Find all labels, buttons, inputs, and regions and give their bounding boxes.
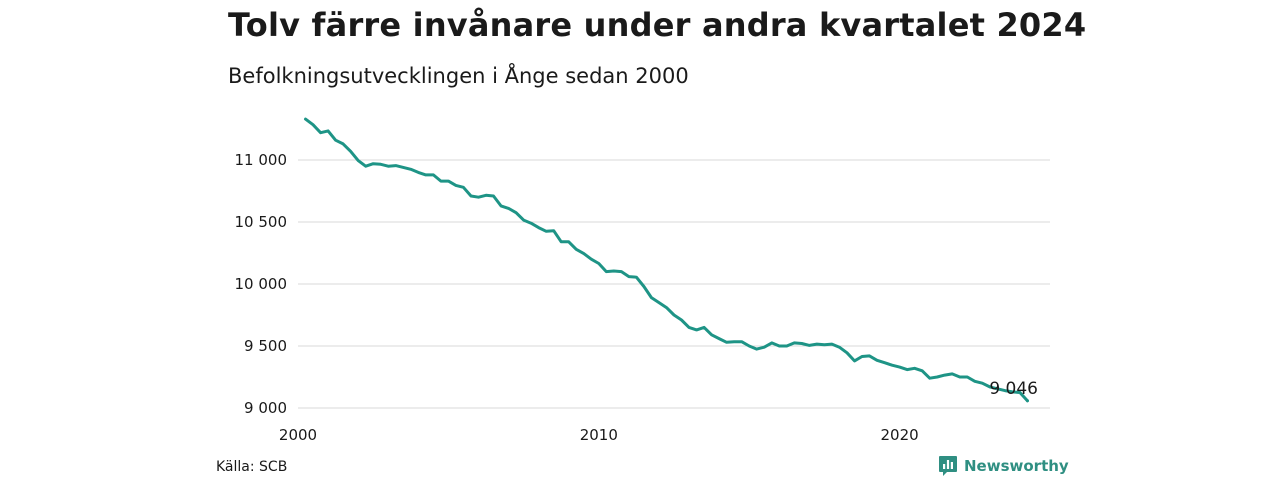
end-value-label: 9 046 (989, 379, 1038, 399)
bar-chart-speech-icon (939, 456, 957, 476)
x-tick-label: 2020 (881, 426, 919, 444)
population-series-line (304, 117, 1029, 403)
brand-name: Newsworthy (964, 457, 1069, 475)
y-tick-label: 10 000 (235, 275, 288, 293)
chart-title: Tolv färre invånare under andra kvartale… (228, 6, 1087, 44)
y-tick-label: 10 500 (235, 213, 288, 231)
y-tick-label: 9 000 (244, 399, 287, 417)
source-note: Källa: SCB (216, 459, 288, 475)
last-point (1025, 399, 1029, 403)
x-tick-label: 2000 (279, 426, 317, 444)
brand-logo-link[interactable]: Newsworthy (938, 455, 1069, 477)
x-tick-label: 2010 (580, 426, 618, 444)
y-tick-label: 9 500 (244, 337, 287, 355)
y-tick-label: 11 000 (235, 151, 288, 169)
chart-subtitle: Befolkningsutvecklingen i Ånge sedan 200… (228, 64, 689, 88)
